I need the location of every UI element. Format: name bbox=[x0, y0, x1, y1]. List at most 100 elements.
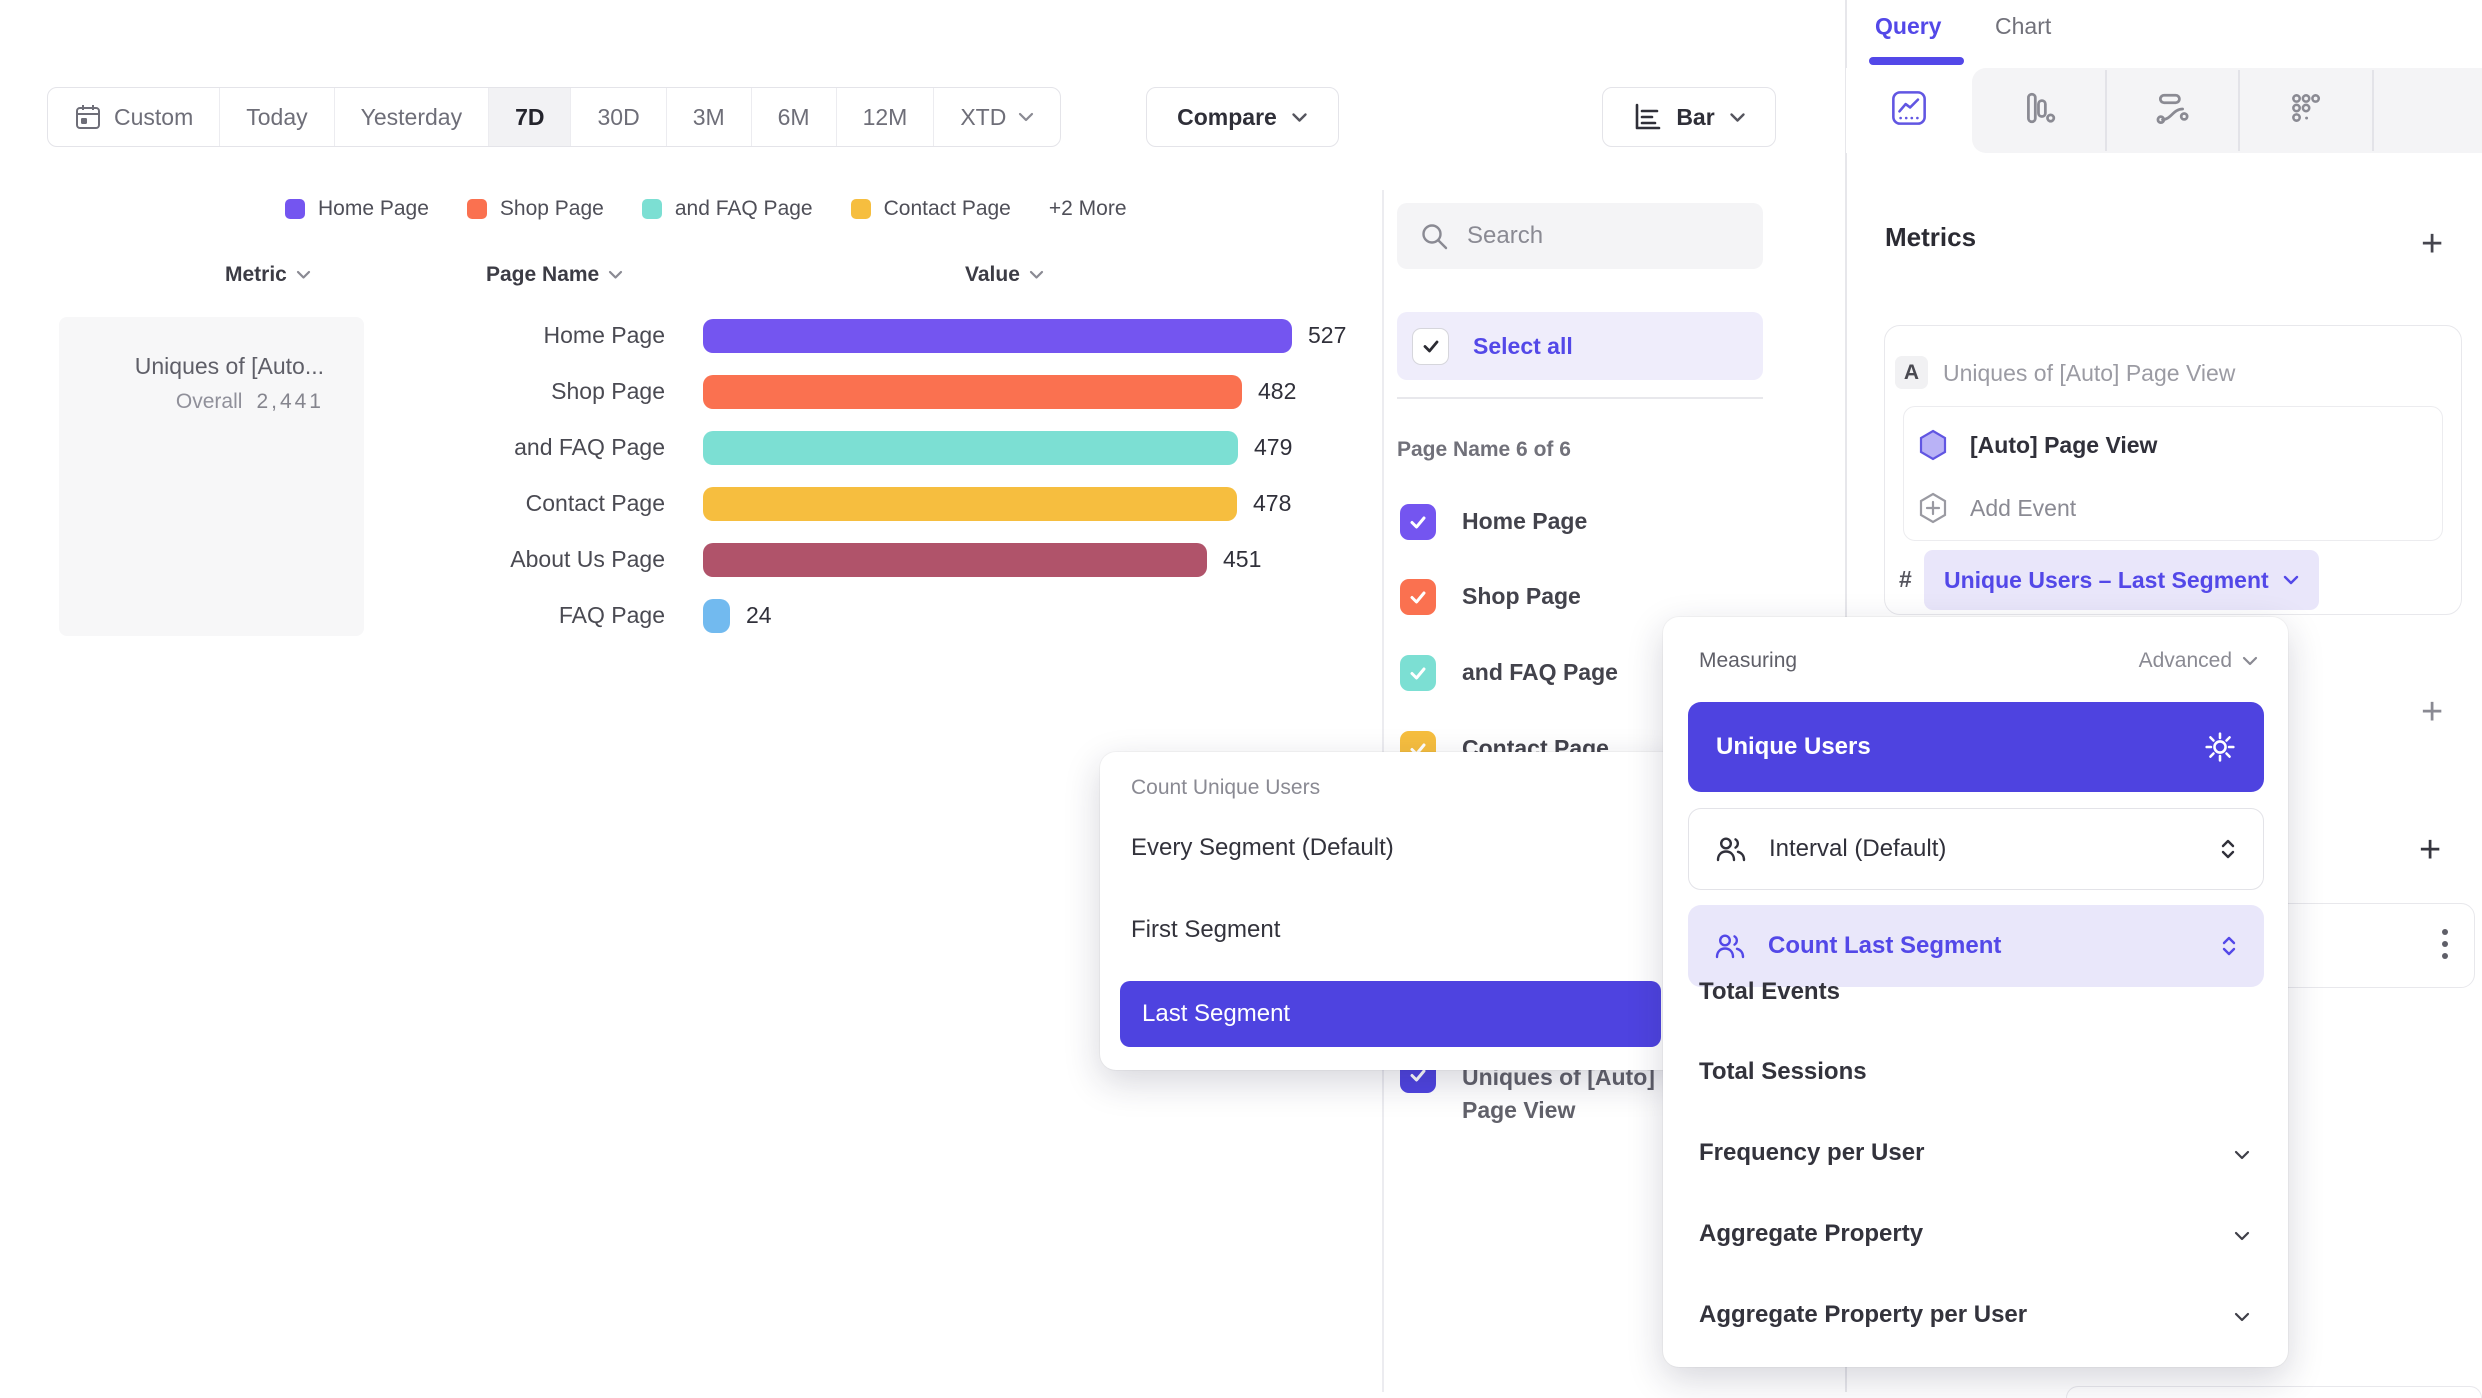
metrics-heading: Metrics bbox=[1885, 222, 1977, 252]
chevron-down-icon bbox=[2234, 1309, 2250, 1327]
measuring-option-total-sessions[interactable]: Total Sessions bbox=[1699, 1058, 1867, 1085]
bar-row-label: About Us Page bbox=[510, 546, 665, 572]
date-range-7d[interactable]: 7D bbox=[489, 88, 572, 146]
add-breakdown-button[interactable]: + bbox=[2419, 829, 2442, 871]
aggregation-pill[interactable]: Unique Users – Last Segment bbox=[1924, 550, 2319, 610]
tab-chart[interactable]: Chart bbox=[1995, 13, 2052, 39]
legend-label: Home Page bbox=[318, 197, 429, 220]
date-range-custom[interactable]: Custom bbox=[48, 88, 221, 146]
insights-icon bbox=[1890, 89, 1928, 132]
measuring-option-count-last-segment[interactable]: Count Last Segment bbox=[1688, 905, 2264, 987]
add-filter-button[interactable]: + bbox=[2421, 691, 2444, 733]
filter-item-home-page[interactable]: Home Page bbox=[1400, 504, 1587, 540]
column-header-metric[interactable]: Metric bbox=[225, 263, 311, 287]
bar-segment[interactable] bbox=[703, 319, 1292, 353]
kebab-menu-icon[interactable] bbox=[2442, 929, 2448, 959]
date-range-label: Today bbox=[246, 103, 308, 130]
legend-more-label[interactable]: +2 More bbox=[1048, 197, 1127, 220]
measuring-option-aggregate-property-per-user[interactable]: Aggregate Property per User bbox=[1699, 1301, 2028, 1328]
bar-row-label: Shop Page bbox=[551, 378, 665, 404]
bar-segment[interactable] bbox=[703, 431, 1238, 465]
metric-overall-value: 2,441 bbox=[256, 390, 324, 413]
bar-value-label: 451 bbox=[1223, 546, 1262, 572]
filter-group-label: Page Name 6 of 6 bbox=[1397, 438, 1571, 461]
metric-name: Uniques of [Auto... bbox=[134, 353, 324, 379]
chevron-down-icon bbox=[2234, 1228, 2250, 1246]
hash-symbol: # bbox=[1899, 566, 1912, 592]
checkbox-checked[interactable] bbox=[1400, 579, 1436, 615]
legend-label: Contact Page bbox=[883, 197, 1011, 220]
tab-query[interactable]: Query bbox=[1875, 13, 1942, 39]
bar-segment[interactable] bbox=[703, 599, 730, 633]
select-all-row[interactable]: Select all bbox=[1397, 312, 1763, 380]
search-box[interactable] bbox=[1397, 203, 1763, 269]
filter-item-shop-page[interactable]: Shop Page bbox=[1400, 579, 1581, 615]
date-range-toolbar: Custom Today Yesterday 7D 30D 3M 6M 12M XTD bbox=[47, 87, 1062, 147]
date-range-12m[interactable]: 12M bbox=[837, 88, 935, 146]
legend-item[interactable]: Shop Page bbox=[466, 197, 604, 221]
metric-overall: Overall 2,441 bbox=[175, 390, 324, 413]
report-tab-retention[interactable] bbox=[2238, 68, 2372, 153]
add-event-label: Add Event bbox=[1970, 494, 2077, 521]
add-event-row[interactable]: Add Event bbox=[1918, 492, 2076, 524]
gear-icon[interactable] bbox=[2204, 731, 2236, 763]
column-header-page-name[interactable]: Page Name bbox=[486, 263, 623, 287]
column-header-value[interactable]: Value bbox=[965, 263, 1044, 287]
chart-legend: Home Page Shop Page and FAQ Page Contact Pa… bbox=[285, 197, 1127, 221]
date-range-xtd[interactable]: XTD bbox=[934, 88, 1060, 146]
date-range-label: Yesterday bbox=[360, 103, 463, 130]
date-range-yesterday[interactable]: Yesterday bbox=[335, 88, 490, 146]
report-tab-funnels[interactable] bbox=[1972, 68, 2105, 153]
measuring-option-total-events[interactable]: Total Events bbox=[1699, 978, 1840, 1005]
checkbox-checked[interactable] bbox=[1400, 655, 1436, 691]
report-tab-insights[interactable] bbox=[1846, 68, 1972, 153]
compare-label: Compare bbox=[1177, 103, 1277, 130]
compare-button[interactable]: Compare bbox=[1146, 87, 1339, 147]
retention-icon bbox=[2287, 90, 2323, 131]
report-tab-flows[interactable] bbox=[2105, 68, 2238, 153]
legend-item[interactable]: Contact Page bbox=[850, 197, 1011, 221]
measuring-option-interval[interactable]: Interval (Default) bbox=[1688, 808, 2264, 890]
date-range-today[interactable]: Today bbox=[220, 88, 335, 146]
date-range-label: XTD bbox=[960, 103, 1007, 130]
menu-option-last-segment[interactable]: Last Segment bbox=[1120, 981, 1661, 1047]
metric-query-card[interactable]: A Uniques of [Auto] Page View [Auto] Pag… bbox=[1884, 325, 2462, 615]
bar-value-label: 24 bbox=[746, 602, 772, 628]
filter-item-and-faq-page[interactable]: and FAQ Page bbox=[1400, 655, 1618, 691]
chevron-down-icon bbox=[608, 270, 623, 280]
legend-swatch bbox=[850, 199, 871, 219]
date-range-6m[interactable]: 6M bbox=[752, 88, 837, 146]
legend-swatch bbox=[285, 199, 305, 219]
tab-separator bbox=[2238, 70, 2240, 151]
users-icon bbox=[1715, 835, 1747, 863]
chart-type-label: Bar bbox=[1676, 103, 1715, 130]
legend-item[interactable]: Home Page bbox=[285, 197, 429, 221]
add-metric-button[interactable]: + bbox=[2421, 223, 2444, 265]
advanced-toggle[interactable]: Advanced bbox=[2139, 649, 2258, 673]
chevron-down-icon bbox=[1729, 112, 1746, 123]
date-range-30d[interactable]: 30D bbox=[571, 88, 667, 146]
chart-type-button[interactable]: Bar bbox=[1602, 87, 1776, 147]
date-range-3m[interactable]: 3M bbox=[667, 88, 752, 146]
legend-item[interactable]: and FAQ Page bbox=[641, 197, 813, 221]
search-input[interactable] bbox=[1467, 222, 1727, 250]
checkbox-checked[interactable] bbox=[1400, 504, 1436, 540]
measuring-option-unique-users[interactable]: Unique Users bbox=[1688, 702, 2264, 792]
measuring-option-frequency-per-user[interactable]: Frequency per User bbox=[1699, 1139, 1925, 1166]
menu-option-first-segment[interactable]: First Segment bbox=[1131, 916, 1281, 943]
active-tab-underline bbox=[1869, 57, 1964, 65]
filter-item-label: Shop Page bbox=[1462, 583, 1581, 609]
bar-row-label: and FAQ Page bbox=[514, 434, 665, 460]
legend-label: and FAQ Page bbox=[674, 197, 813, 220]
bar-segment[interactable] bbox=[703, 375, 1242, 409]
bar-segment[interactable] bbox=[703, 487, 1237, 521]
event-card[interactable]: [Auto] Page View Add Event bbox=[1903, 406, 2443, 541]
flows-icon bbox=[2154, 90, 2190, 131]
date-range-label: Custom bbox=[114, 103, 194, 130]
measuring-option-aggregate-property[interactable]: Aggregate Property bbox=[1699, 1220, 1924, 1247]
bar-segment[interactable] bbox=[703, 543, 1207, 577]
metric-summary-card[interactable]: Uniques of [Auto... Overall 2,441 bbox=[59, 317, 364, 636]
select-all-checkbox[interactable] bbox=[1412, 327, 1449, 365]
menu-option-every-segment-(default)[interactable]: Every Segment (Default) bbox=[1131, 834, 1394, 861]
event-row[interactable]: [Auto] Page View bbox=[1918, 429, 2157, 461]
